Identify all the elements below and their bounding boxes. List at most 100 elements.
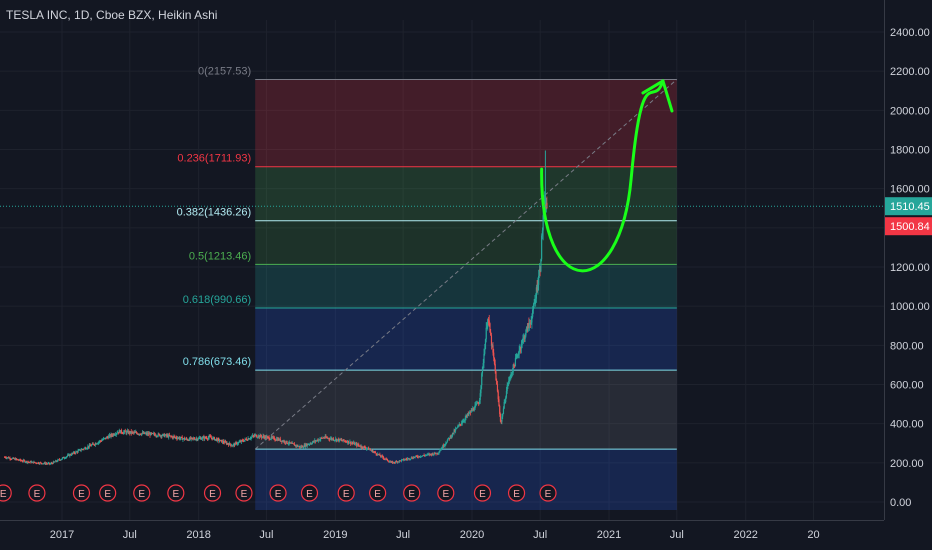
candle-body	[423, 455, 425, 457]
fib-zone	[255, 264, 677, 308]
candle-body	[346, 441, 348, 443]
earnings-marker[interactable]: E	[507, 484, 526, 502]
fibonacci-retracement[interactable]: 0(2157.53) 0.236(1711.93) 0.382(1436.26) 0.…	[177, 65, 678, 510]
candle-body	[129, 431, 131, 434]
candle-body	[99, 440, 102, 442]
candle-body	[109, 434, 111, 437]
candle-body	[451, 432, 454, 436]
candle-body	[500, 421, 502, 423]
candle-body	[115, 433, 117, 435]
earnings-marker-circle	[269, 484, 287, 502]
candle-body	[406, 459, 408, 461]
candle-body	[408, 458, 410, 460]
candle-body	[485, 327, 487, 340]
candle-body	[45, 463, 47, 465]
earnings-marker-label: E	[343, 489, 350, 500]
time-axis[interactable]: 2017 Jul 2018 Jul 2019 Jul 2020 Jul 2021 Jul 2022 2…	[0, 520, 884, 542]
candle-body	[22, 461, 24, 463]
candle-body	[40, 462, 43, 464]
candle-body	[326, 437, 328, 439]
candle-body	[35, 462, 37, 464]
earnings-marker[interactable]: E	[99, 484, 117, 502]
candle-body	[472, 408, 474, 411]
candle-body	[88, 444, 90, 448]
earnings-marker[interactable]: E	[403, 484, 421, 502]
candle-body	[476, 402, 478, 404]
earnings-marker-label: E	[275, 489, 282, 500]
candle-body	[514, 365, 516, 367]
earnings-marker-circle	[167, 484, 185, 502]
candle-body	[320, 437, 322, 440]
candle-body	[96, 443, 99, 445]
earnings-marker[interactable]: E	[300, 484, 319, 502]
candle-body	[64, 457, 66, 459]
candle-body	[526, 326, 529, 332]
candle-body	[222, 441, 224, 443]
price-tick-label: 1600.00	[890, 184, 930, 196]
earnings-marker-label: E	[374, 489, 381, 500]
earnings-marker[interactable]: E	[437, 484, 455, 502]
candle-body	[343, 439, 345, 441]
candle-body	[89, 444, 91, 446]
earnings-marker-circle	[203, 484, 222, 502]
earnings-marker[interactable]: E	[0, 484, 12, 502]
candle-body	[318, 439, 320, 441]
candle-body	[518, 350, 520, 355]
candle-body	[90, 444, 93, 446]
earnings-marker[interactable]: E	[473, 484, 492, 502]
candle-body	[284, 441, 286, 443]
candle-body	[458, 423, 460, 426]
candle-body	[91, 443, 93, 445]
candle-body	[19, 459, 21, 461]
candle-body	[523, 336, 526, 340]
candle-body	[520, 347, 522, 349]
candle-body	[347, 440, 350, 444]
candle-body	[345, 441, 347, 443]
candle-body	[171, 436, 174, 438]
candle-body	[511, 372, 514, 374]
candle-body	[175, 437, 177, 439]
candle-body	[100, 440, 102, 442]
candle-body	[412, 458, 414, 460]
earnings-marker[interactable]: E	[133, 484, 151, 502]
candle-body	[330, 438, 332, 440]
projection-arrow[interactable]	[540, 79, 674, 273]
candle-body	[517, 355, 519, 357]
candle-body	[515, 357, 517, 359]
earnings-marker[interactable]: E	[235, 484, 253, 502]
earnings-marker[interactable]: E	[269, 484, 287, 502]
earnings-marker[interactable]: E	[369, 484, 387, 502]
candle-body	[37, 462, 40, 464]
candle-body	[490, 331, 492, 336]
earnings-marker[interactable]: E	[337, 484, 355, 502]
candle-body	[269, 438, 272, 440]
candle-body	[243, 440, 245, 442]
price-tick-label: 800.00	[890, 340, 924, 352]
earnings-marker[interactable]: E	[203, 484, 222, 502]
candle-body	[110, 434, 112, 437]
candle-body	[158, 433, 160, 435]
candle-body	[189, 437, 192, 440]
candle-body	[294, 445, 296, 447]
candle-body	[244, 438, 246, 441]
earnings-marker[interactable]: E	[539, 484, 557, 502]
candle-body	[308, 444, 311, 446]
candle-body	[80, 450, 82, 452]
candle-body	[245, 438, 247, 440]
candle-body	[486, 327, 488, 329]
candle-body	[417, 456, 419, 458]
candle-body	[76, 451, 78, 453]
earnings-marker-label: E	[306, 489, 313, 500]
earnings-marker[interactable]: E	[28, 484, 46, 502]
earnings-marker[interactable]: E	[72, 484, 91, 502]
price-axis[interactable]: 0.00 200.00 400.00 600.00 800.00 1000.00 1200.…	[884, 0, 932, 550]
price-tick-label: 1200.00	[890, 262, 930, 274]
candle-body	[381, 455, 383, 457]
candle-body	[535, 287, 538, 299]
candle-body	[60, 459, 62, 461]
candle-body	[141, 433, 143, 435]
candle-body	[142, 432, 144, 434]
earnings-marker[interactable]: E	[167, 484, 185, 502]
